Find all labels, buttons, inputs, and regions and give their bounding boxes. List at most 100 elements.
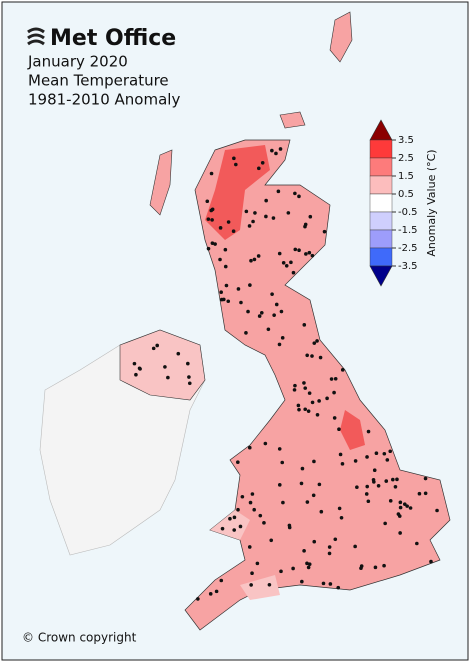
station <box>210 218 214 222</box>
station <box>340 368 345 372</box>
station <box>276 189 281 194</box>
station <box>251 219 255 224</box>
station <box>307 391 312 395</box>
station <box>209 208 214 213</box>
station <box>270 148 274 153</box>
station <box>329 377 334 381</box>
station <box>226 299 231 304</box>
station <box>247 545 252 549</box>
orkney <box>279 111 306 129</box>
station <box>391 477 395 482</box>
station <box>332 416 337 420</box>
station <box>388 499 393 503</box>
station <box>382 451 387 456</box>
station <box>281 500 285 505</box>
station <box>423 476 428 481</box>
station <box>305 353 309 358</box>
station <box>163 365 167 369</box>
station <box>293 247 298 252</box>
station <box>395 477 399 482</box>
station <box>402 502 407 506</box>
station <box>134 372 138 377</box>
title-line: 1981-2010 Anomaly <box>28 91 180 109</box>
colorbar-tick-label: -1.5 <box>398 225 418 236</box>
station <box>417 491 422 496</box>
station <box>297 407 301 412</box>
station <box>397 514 402 518</box>
station <box>250 571 254 576</box>
station <box>240 494 245 499</box>
colorbar-band <box>369 247 393 267</box>
station <box>307 562 312 566</box>
station <box>302 549 306 553</box>
station <box>333 537 338 542</box>
station <box>266 327 271 332</box>
station <box>232 528 237 532</box>
station <box>382 563 386 568</box>
station <box>388 449 393 454</box>
station <box>244 209 249 214</box>
station <box>166 375 170 380</box>
station <box>274 151 278 156</box>
station <box>308 214 313 219</box>
station <box>305 500 310 504</box>
station <box>256 254 261 258</box>
station <box>321 581 326 586</box>
logo: Met Office <box>27 26 176 51</box>
station <box>306 565 311 570</box>
station <box>300 579 304 584</box>
station <box>176 351 181 356</box>
station <box>327 551 332 556</box>
station <box>312 459 316 464</box>
station <box>247 445 252 450</box>
station <box>310 400 315 405</box>
colorbar-extend-under <box>369 265 393 287</box>
station <box>151 346 156 351</box>
station <box>253 211 257 215</box>
station <box>252 257 257 262</box>
station <box>315 339 319 343</box>
colorbar-band <box>369 139 393 159</box>
station <box>218 257 222 262</box>
station <box>293 383 297 388</box>
colorbar: 3.5 2.5 1.5 0.5 -0.5 -1.5 -2.5 -3.5 Anomaly Valu… <box>369 119 438 287</box>
station <box>249 583 253 587</box>
station <box>311 493 316 498</box>
title-line: Mean Temperature <box>28 72 169 90</box>
station <box>219 578 224 583</box>
warm-region <box>340 410 365 450</box>
station <box>267 582 272 587</box>
station <box>213 242 217 246</box>
station <box>435 508 439 513</box>
station <box>255 561 260 566</box>
station <box>280 336 285 340</box>
station <box>250 492 255 496</box>
station <box>286 211 291 215</box>
station <box>155 343 160 348</box>
station <box>364 492 369 496</box>
station <box>393 485 398 489</box>
station <box>281 261 286 265</box>
station <box>337 506 342 511</box>
station <box>315 412 320 417</box>
station <box>239 300 243 305</box>
station <box>277 483 282 487</box>
station <box>231 229 236 234</box>
station <box>234 162 238 167</box>
station <box>138 367 142 371</box>
station <box>257 166 261 171</box>
station <box>365 484 370 489</box>
station <box>271 216 276 220</box>
station <box>333 376 338 381</box>
station <box>218 226 223 230</box>
colorbar-band <box>369 193 393 213</box>
station <box>236 460 240 465</box>
station <box>232 515 237 520</box>
station <box>224 283 229 288</box>
station <box>205 199 210 204</box>
station <box>372 468 377 473</box>
station <box>365 455 369 459</box>
station <box>305 561 309 566</box>
station <box>262 521 266 525</box>
